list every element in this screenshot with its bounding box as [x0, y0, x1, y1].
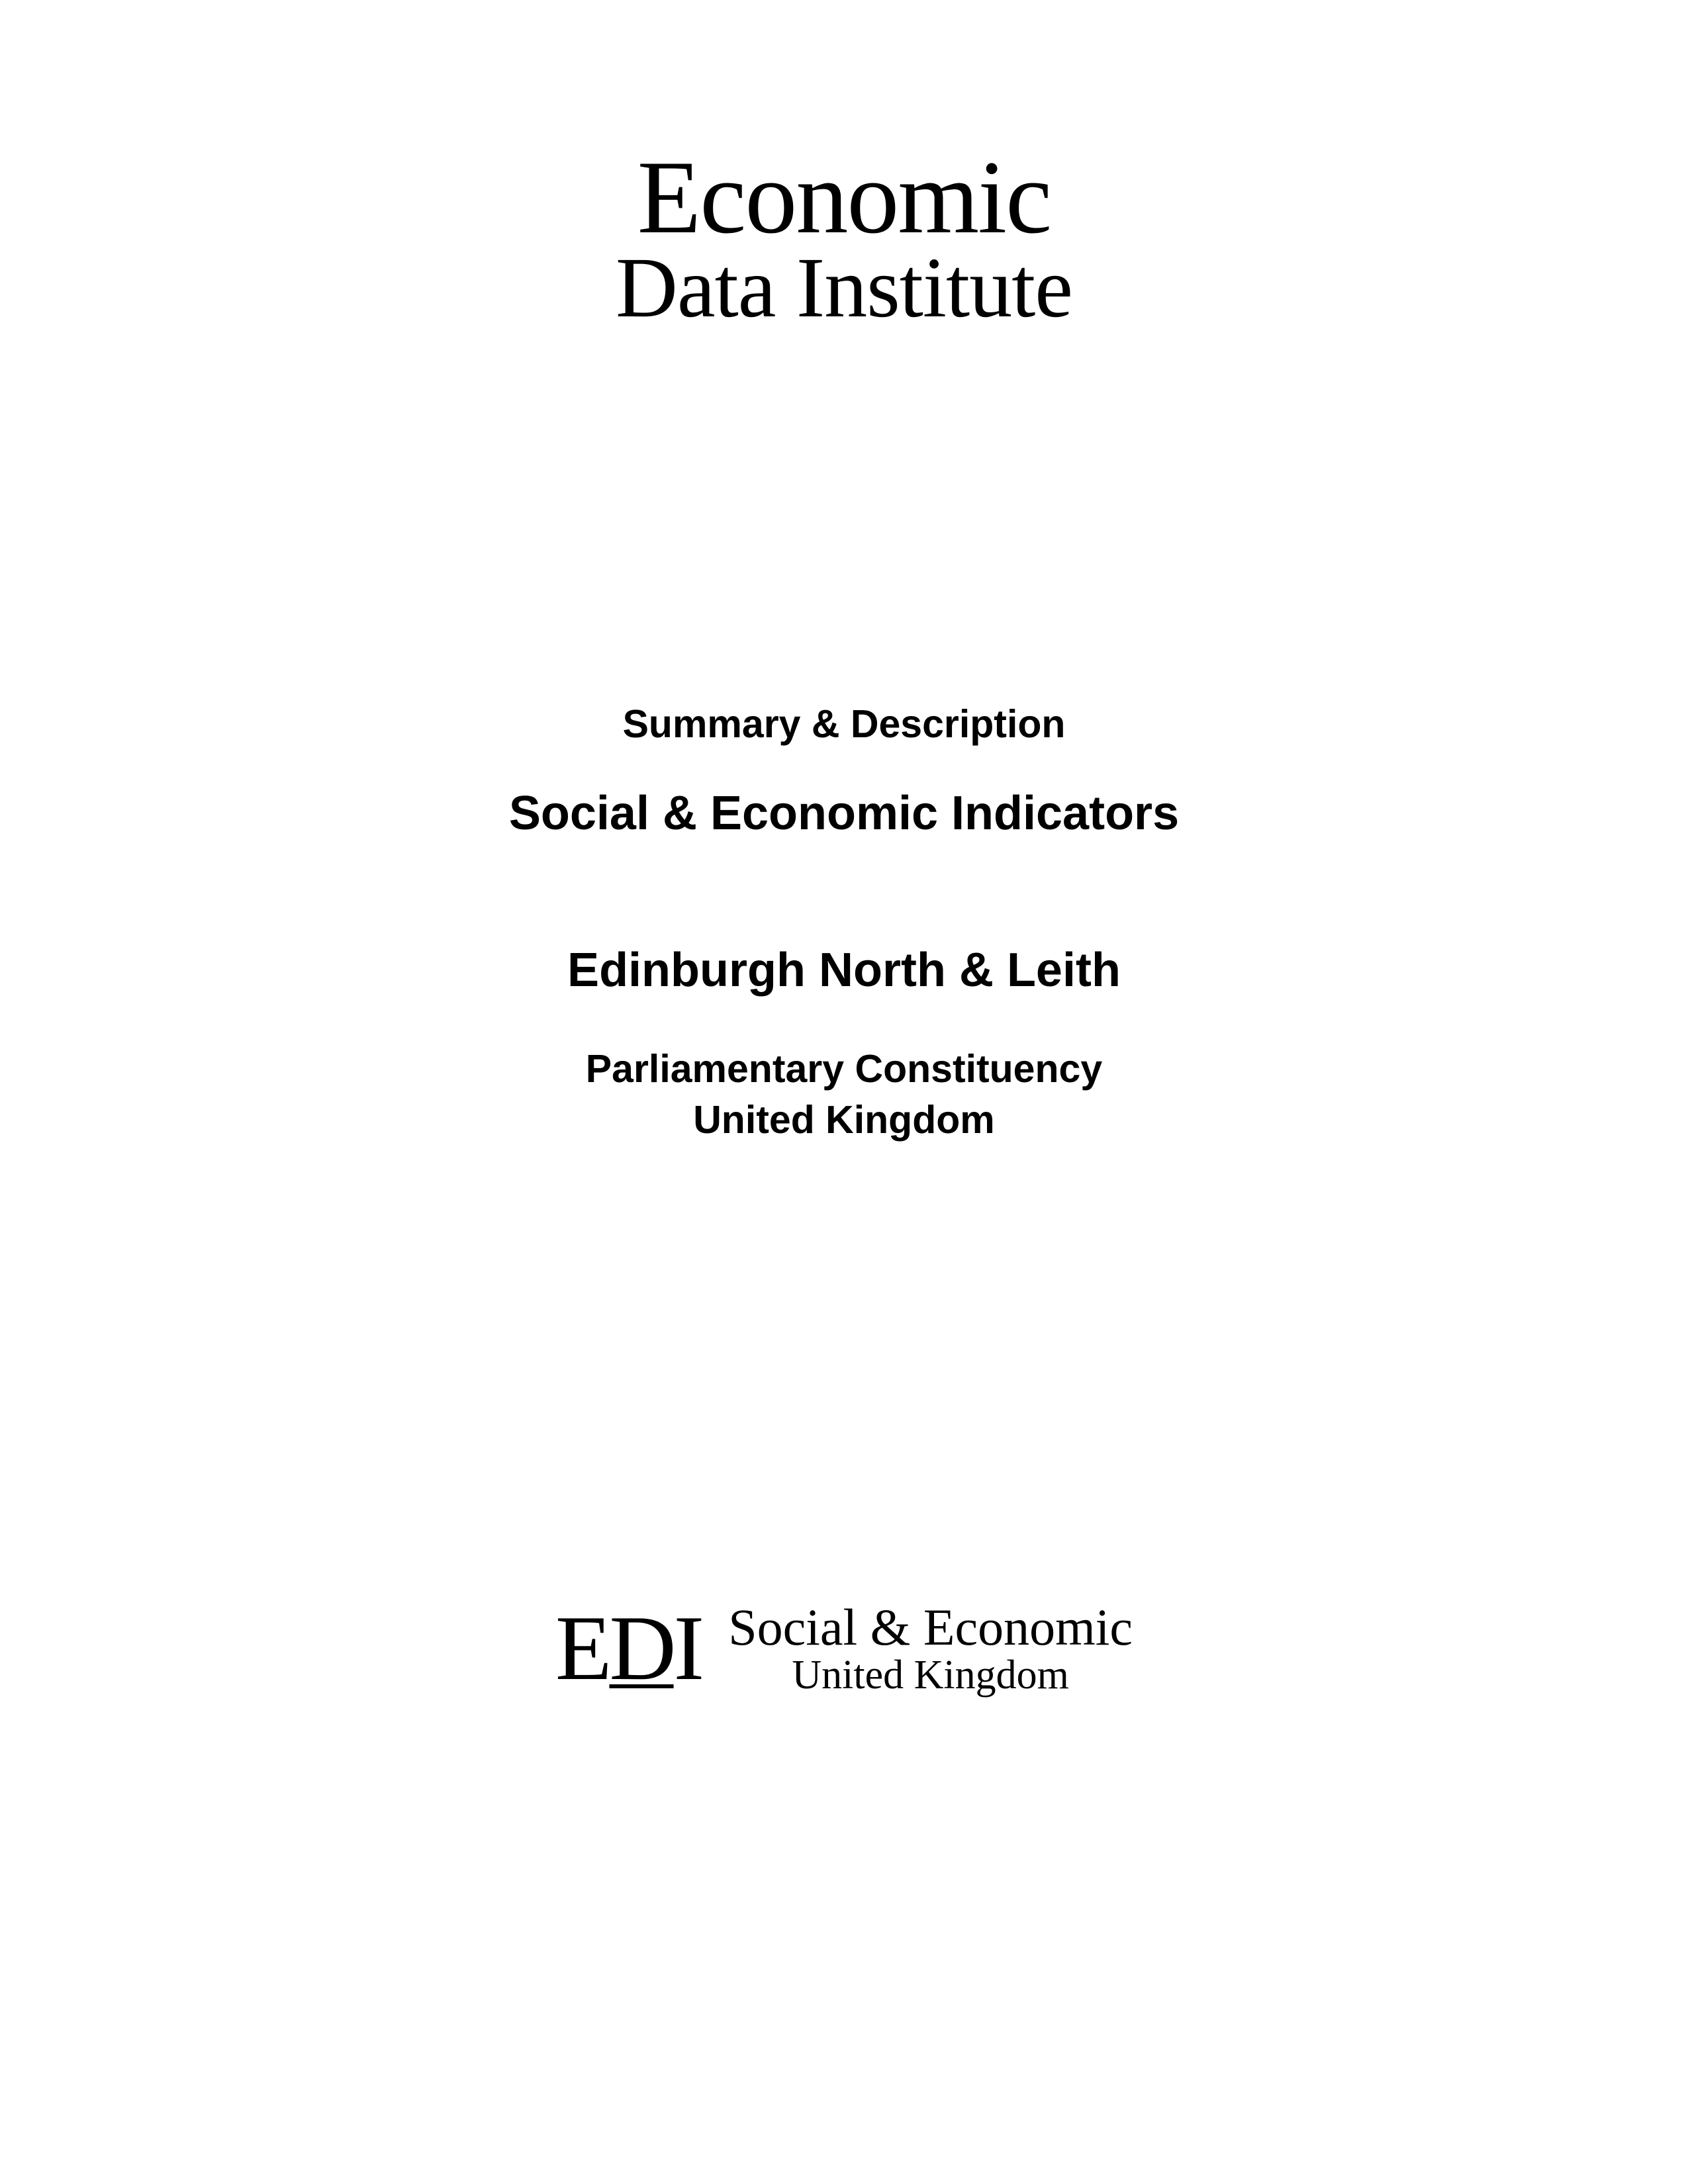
header-logo: Economic Data Institute	[616, 146, 1072, 331]
header-logo-line2: Data Institute	[616, 245, 1072, 331]
edi-logo-mark: EDI	[555, 1595, 702, 1702]
edi-letter-d: D	[609, 1595, 673, 1702]
edi-letter-i: I	[674, 1595, 702, 1702]
footer-text-block: Social & Economic United Kingdom	[728, 1602, 1133, 1696]
indicators-title: Social & Economic Indicators	[509, 786, 1179, 841]
edi-letter-e: E	[555, 1595, 610, 1702]
constituency-line2: United Kingdom	[509, 1095, 1179, 1146]
footer-line2: United Kingdom	[728, 1655, 1133, 1696]
location-title: Edinburgh North & Leith	[509, 943, 1179, 997]
header-logo-line1: Economic	[616, 146, 1072, 250]
constituency-line1: Parliamentary Constituency	[509, 1044, 1179, 1095]
footer-line1: Social & Economic	[728, 1602, 1133, 1653]
constituency-label: Parliamentary Constituency United Kingdo…	[509, 1044, 1179, 1145]
summary-description-label: Summary & Description	[509, 702, 1179, 747]
footer-logo: EDI Social & Economic United Kingdom	[555, 1595, 1133, 1702]
title-block: Summary & Description Social & Economic …	[509, 702, 1179, 1145]
document-page: Economic Data Institute Summary & Descri…	[0, 0, 1688, 2184]
